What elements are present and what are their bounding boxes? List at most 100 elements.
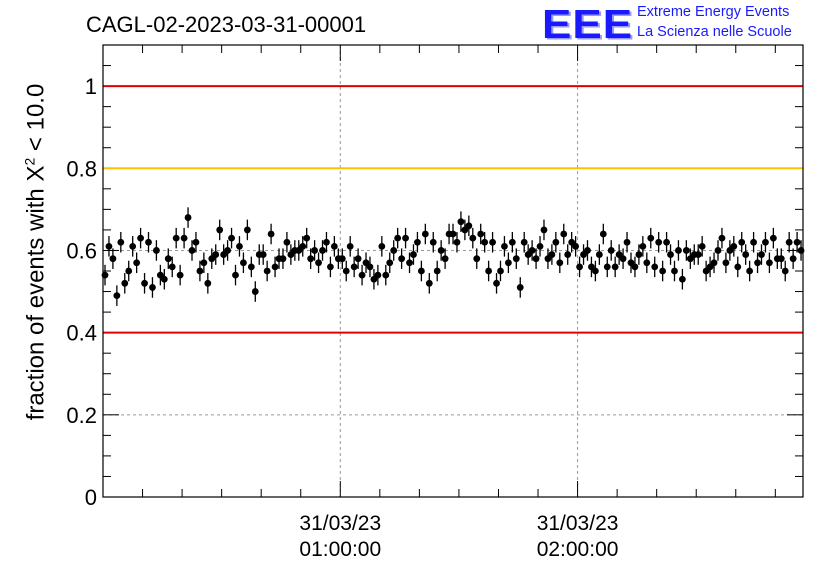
- data-point: [145, 238, 152, 246]
- data-point: [137, 234, 144, 242]
- data-point: [141, 279, 148, 287]
- data-point: [200, 259, 208, 267]
- plot-frame: [102, 44, 804, 498]
- data-point: [536, 242, 544, 250]
- data-point: [346, 242, 354, 250]
- data-point: [378, 242, 386, 250]
- data-point: [259, 251, 267, 258]
- data-point: [576, 263, 583, 271]
- data-point: [572, 242, 580, 250]
- data-point: [437, 247, 445, 254]
- data-point: [429, 238, 437, 246]
- data-point: [386, 259, 394, 267]
- data-point: [109, 255, 117, 263]
- data-point: [714, 247, 722, 254]
- data-point: [489, 238, 496, 246]
- y-tick-label: 0: [85, 485, 97, 510]
- data-point: [667, 251, 674, 258]
- data-point: [560, 230, 568, 238]
- data-point: [398, 255, 406, 263]
- data-point: [528, 247, 536, 254]
- data-point: [168, 263, 176, 271]
- data-point: [232, 271, 239, 279]
- data-point: [659, 267, 667, 275]
- data-point: [247, 263, 255, 271]
- data-point: [516, 284, 524, 291]
- data-point: [635, 251, 643, 258]
- data-point: [679, 275, 686, 283]
- data-point: [390, 247, 398, 254]
- y-tick-label: 0.6: [66, 238, 97, 263]
- data-point: [251, 288, 259, 295]
- eee-logo: EEE: [542, 2, 634, 48]
- data-point: [212, 251, 220, 258]
- data-point: [623, 238, 631, 246]
- data-point: [718, 234, 726, 242]
- data-point: [766, 259, 773, 267]
- data-point: [599, 230, 607, 238]
- data-point: [358, 271, 366, 279]
- org-name-line2: La Scienza nelle Scuole: [637, 24, 792, 40]
- data-point: [402, 234, 409, 242]
- data-point: [172, 234, 180, 242]
- data-point: [477, 230, 485, 238]
- data-point: [196, 267, 204, 275]
- data-point: [722, 259, 730, 267]
- data-point: [180, 234, 188, 242]
- x-tick-label-time: 02:00:00: [537, 538, 619, 561]
- data-point: [350, 263, 358, 271]
- data-point: [421, 230, 429, 238]
- data-point: [117, 238, 125, 246]
- data-point: [366, 263, 374, 271]
- data-point: [777, 255, 785, 263]
- data-point: [327, 263, 334, 271]
- data-point: [457, 218, 465, 226]
- data-point: [694, 251, 702, 258]
- data-point: [619, 255, 627, 263]
- data-point: [299, 242, 307, 250]
- data-point: [607, 247, 615, 254]
- data-point: [584, 247, 591, 254]
- data-point: [315, 259, 322, 267]
- data-point: [603, 263, 611, 271]
- data-point: [216, 226, 224, 234]
- data-point: [647, 234, 655, 242]
- data-point: [785, 238, 793, 246]
- data-point: [342, 267, 350, 275]
- data-point: [734, 263, 742, 271]
- data-point: [441, 255, 449, 263]
- data-point: [501, 242, 508, 250]
- data-point: [188, 247, 196, 254]
- data-point: [125, 267, 133, 275]
- data-point: [382, 271, 390, 279]
- data-point: [611, 263, 619, 271]
- data-point: [433, 267, 441, 275]
- data-point: [311, 247, 319, 254]
- x-tick-label-date: 31/03/23: [537, 512, 619, 535]
- data-point: [750, 238, 757, 246]
- data-point: [548, 251, 556, 258]
- data-point: [113, 292, 121, 300]
- data-point: [243, 226, 251, 234]
- data-point: [394, 234, 402, 242]
- data-point: [556, 259, 564, 267]
- data-point: [504, 259, 512, 267]
- x-tick-label-time: 01:00:00: [299, 538, 381, 561]
- data-point: [417, 267, 425, 275]
- data-point: [746, 267, 754, 275]
- data-point: [540, 226, 548, 234]
- data-point: [639, 242, 647, 250]
- data-point: [769, 234, 777, 242]
- y-tick-label: 0.8: [66, 156, 97, 181]
- data-point: [374, 271, 382, 279]
- data-point: [762, 238, 769, 246]
- data-point: [323, 238, 330, 246]
- data-point: [176, 271, 184, 279]
- data-point: [414, 238, 421, 246]
- data-point: [497, 267, 504, 275]
- data-point: [330, 242, 338, 250]
- data-point: [793, 238, 801, 246]
- data-point: [710, 259, 718, 267]
- data-point: [453, 238, 461, 246]
